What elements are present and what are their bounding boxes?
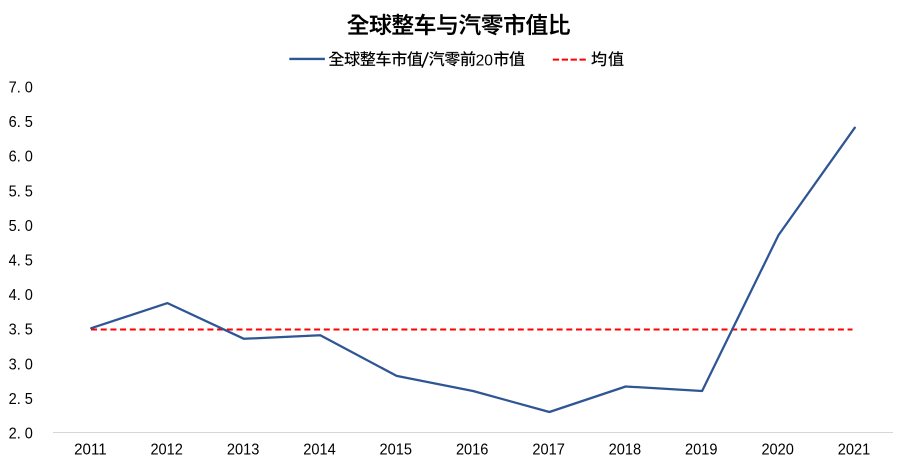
svg-text:7. 0: 7. 0: [9, 80, 33, 97]
svg-text:20: 20: [476, 52, 494, 69]
svg-text:2021: 2021: [838, 442, 871, 459]
svg-text:5. 0: 5. 0: [9, 218, 33, 235]
svg-text:2016: 2016: [456, 442, 489, 459]
svg-text:2011: 2011: [74, 442, 107, 459]
svg-text:2. 5: 2. 5: [9, 391, 33, 408]
svg-text:2018: 2018: [609, 442, 642, 459]
svg-text:2017: 2017: [532, 442, 565, 459]
svg-text:2013: 2013: [227, 442, 260, 459]
svg-text:2019: 2019: [685, 442, 718, 459]
svg-text:3. 0: 3. 0: [9, 356, 33, 373]
svg-text:2015: 2015: [380, 442, 413, 459]
svg-text:2012: 2012: [150, 442, 183, 459]
svg-text:5. 5: 5. 5: [9, 183, 33, 200]
svg-text:3. 5: 3. 5: [9, 322, 33, 339]
svg-text:4. 5: 4. 5: [9, 253, 33, 270]
svg-text:4. 0: 4. 0: [9, 287, 33, 304]
svg-text:6. 5: 6. 5: [9, 114, 33, 131]
svg-text:2. 0: 2. 0: [9, 426, 33, 443]
svg-text:2014: 2014: [303, 442, 336, 459]
svg-text:2020: 2020: [761, 442, 794, 459]
svg-text:6. 0: 6. 0: [9, 149, 33, 166]
